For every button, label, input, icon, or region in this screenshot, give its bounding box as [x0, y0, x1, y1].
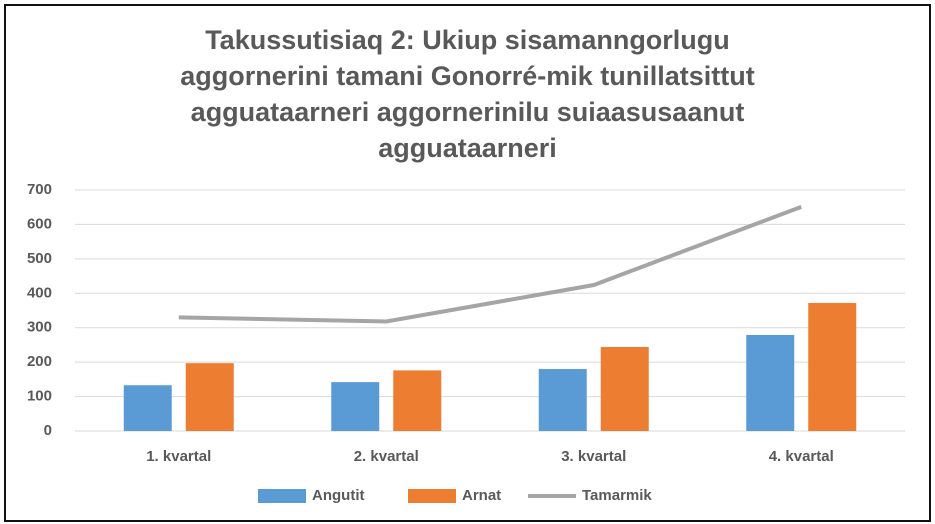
- bar: [746, 334, 795, 431]
- y-tick-label: 600: [27, 215, 52, 232]
- legend-label: Tamarmik: [582, 487, 652, 504]
- bar: [808, 302, 857, 431]
- legend-swatch: [258, 489, 306, 503]
- legend-swatch: [408, 489, 456, 503]
- chart-title: Takussutisiaq 2: Ukiup sisamanngorlugu a…: [180, 25, 755, 163]
- bar: [600, 346, 649, 431]
- bar: [331, 382, 380, 431]
- legend-label: Angutit: [312, 487, 364, 504]
- y-tick-label: 200: [27, 353, 52, 370]
- x-tick-label: 2. kvartal: [354, 448, 419, 465]
- y-tick-label: 0: [44, 422, 52, 439]
- y-tick-label: 100: [27, 388, 52, 405]
- y-tick-label: 300: [27, 319, 52, 336]
- y-tick-label: 500: [27, 250, 52, 267]
- bar: [538, 369, 587, 431]
- frame: [4, 4, 931, 522]
- x-tick-label: 4. kvartal: [769, 448, 834, 465]
- legend-label: Arnat: [462, 487, 501, 504]
- line-series: [178, 204, 802, 324]
- x-tick-label: 1. kvartal: [146, 448, 211, 465]
- bar: [185, 363, 234, 431]
- y-tick-label: 700: [27, 181, 52, 198]
- bar: [393, 370, 442, 431]
- x-tick-label: 3. kvartal: [561, 448, 626, 465]
- y-tick-label: 400: [27, 284, 52, 301]
- bar: [123, 385, 172, 431]
